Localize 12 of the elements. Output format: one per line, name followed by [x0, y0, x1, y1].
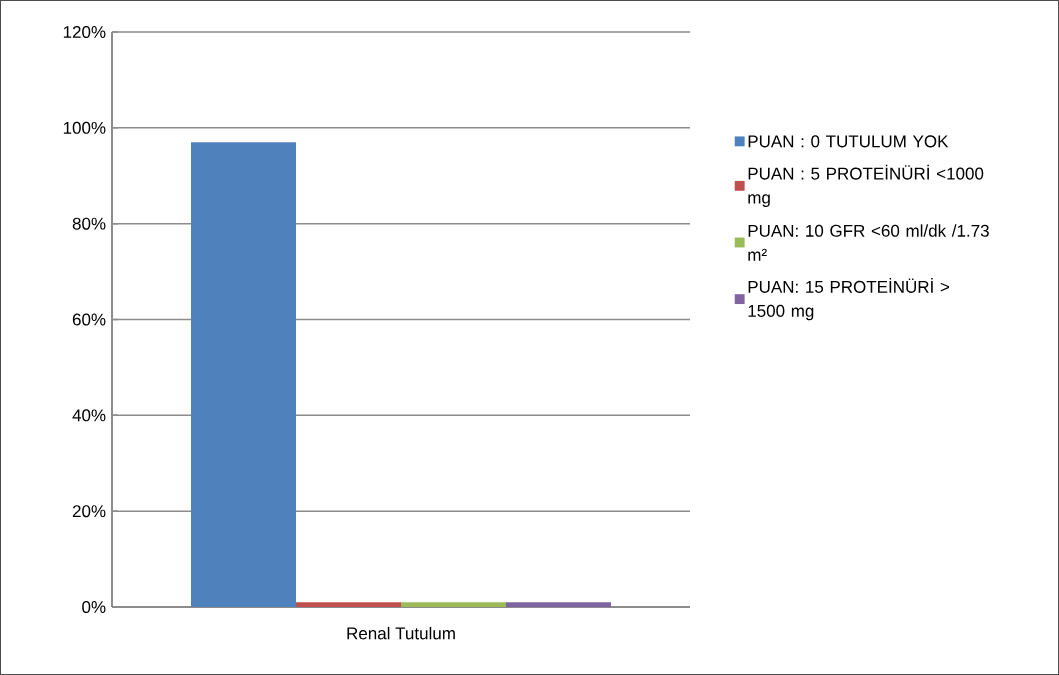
y-tick-label: 0%	[82, 600, 106, 614]
legend-label: PUAN : 5 PROTEİNÜRİ <1000 mg	[748, 164, 984, 207]
legend-label: PUAN: 15 PROTEİNÜRİ > 1500 mg	[748, 277, 950, 321]
y-tick-label: 20%	[72, 505, 106, 518]
y-tick-label: 40%	[72, 409, 106, 422]
y-tick-label: 80%	[72, 217, 106, 230]
y-tick-label: 120%	[63, 25, 106, 39]
y-tick-label: 60%	[72, 313, 106, 326]
legend-label: PUAN : 0 TUTULUM YOK	[748, 135, 949, 148]
legend-label: PUAN: 10 GFR <60 ml/dk /1.73 m²	[748, 224, 989, 261]
x-tick-label: Renal Tutulum	[347, 626, 455, 640]
y-tick-label: 100%	[63, 121, 106, 134]
